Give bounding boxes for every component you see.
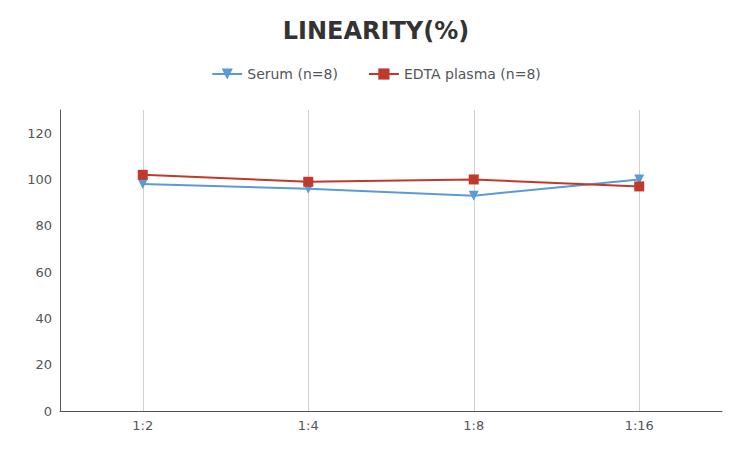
svg-text:40: 40 bbox=[35, 311, 52, 326]
svg-text:60: 60 bbox=[35, 265, 52, 280]
svg-text:LINEARITY(%): LINEARITY(%) bbox=[283, 17, 469, 45]
svg-text:80: 80 bbox=[35, 218, 52, 233]
svg-text:20: 20 bbox=[35, 357, 52, 372]
svg-text:100: 100 bbox=[27, 172, 52, 187]
svg-text:0: 0 bbox=[44, 404, 52, 419]
svg-text:1:4: 1:4 bbox=[298, 418, 319, 433]
svg-text:1:8: 1:8 bbox=[463, 418, 484, 433]
svg-text:EDTA plasma (n=8): EDTA plasma (n=8) bbox=[404, 66, 541, 82]
svg-text:120: 120 bbox=[27, 126, 52, 141]
svg-text:1:16: 1:16 bbox=[625, 418, 654, 433]
svg-text:1:2: 1:2 bbox=[132, 418, 153, 433]
svg-text:Serum (n=8): Serum (n=8) bbox=[247, 66, 338, 82]
